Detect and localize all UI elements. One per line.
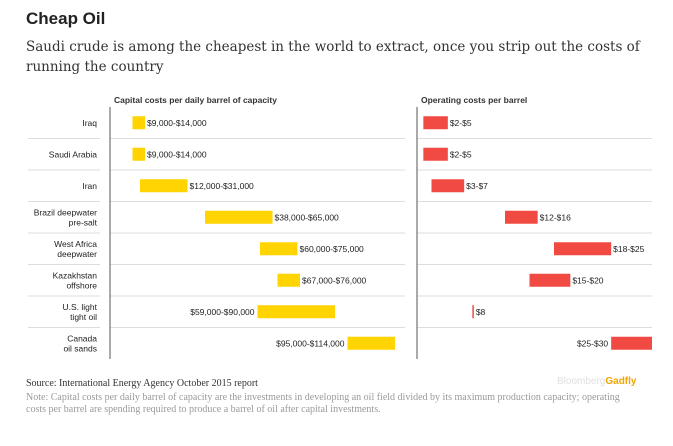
operating-bar [423, 116, 448, 130]
operating-value-label: $12-$16 [540, 212, 571, 222]
operating-value-label: $8 [476, 307, 486, 317]
operating-value-label: $15-$20 [572, 275, 603, 285]
capital-bar [257, 305, 335, 319]
operating-bar [554, 242, 612, 256]
category-label: pre-salt [69, 217, 98, 227]
capital-value-label: $9,000-$14,000 [147, 149, 207, 159]
methodology-note: Note: Capital costs per daily barrel of … [26, 392, 620, 415]
operating-bar [505, 210, 538, 224]
operating-bar [423, 147, 448, 161]
operating-value-label: $3-$7 [466, 181, 488, 191]
category-label: Brazil deepwater [34, 207, 97, 217]
category-label: offshore [66, 280, 97, 290]
brand-logo-part2: Gadfly [605, 376, 637, 387]
operating-value-label: $18-$25 [613, 244, 644, 254]
category-label: Iran [82, 181, 97, 191]
operating-value-label: $2-$5 [450, 149, 472, 159]
capital-bar [347, 336, 395, 350]
capital-value-label: $9,000-$14,000 [147, 118, 207, 128]
operating-bar [431, 179, 465, 193]
chart-title: Cheap Oil [26, 9, 106, 28]
chart-subtitle: Saudi crude is among the cheapest in the… [26, 39, 640, 75]
category-label: tight oil [70, 312, 97, 322]
capital-value-label: $38,000-$65,000 [275, 212, 340, 222]
source-note: Source: International Energy Agency Octo… [26, 378, 258, 389]
brand-logo-part1: Bloomberg [557, 376, 606, 387]
category-label: West Africa [54, 239, 97, 249]
capital-value-label: $12,000-$31,000 [190, 181, 255, 191]
category-label: Kazakhstan [53, 270, 98, 280]
brand-logo: BloombergGadfly [557, 376, 636, 387]
capital-bar [140, 179, 188, 193]
panel-title: Operating costs per barrel [421, 95, 527, 105]
category-label: Canada [67, 333, 97, 343]
category-label: U.S. light [63, 302, 98, 312]
capital-value-label: $67,000-$76,000 [302, 275, 367, 285]
category-label: oil sands [63, 343, 97, 353]
category-label: deepwater [57, 249, 97, 259]
range-bar-chart: Capital costs per daily barrel of capaci… [28, 95, 652, 359]
capital-bar [132, 147, 145, 161]
capital-bar [205, 210, 273, 224]
capital-bar [132, 116, 145, 130]
category-label: Saudi Arabia [49, 149, 97, 159]
capital-value-label: $59,000-$90,000 [190, 307, 255, 317]
operating-value-label: $2-$5 [450, 118, 472, 128]
panel-title: Capital costs per daily barrel of capaci… [114, 95, 277, 105]
operating-value-label: $25-$30 [577, 338, 608, 348]
operating-bar [529, 273, 571, 287]
operating-bar [472, 305, 474, 319]
operating-bar [611, 336, 652, 350]
category-label: Iraq [82, 118, 97, 128]
capital-bar [260, 242, 298, 256]
capital-value-label: $95,000-$114,000 [276, 338, 345, 348]
capital-bar [277, 273, 300, 287]
capital-value-label: $60,000-$75,000 [300, 244, 365, 254]
